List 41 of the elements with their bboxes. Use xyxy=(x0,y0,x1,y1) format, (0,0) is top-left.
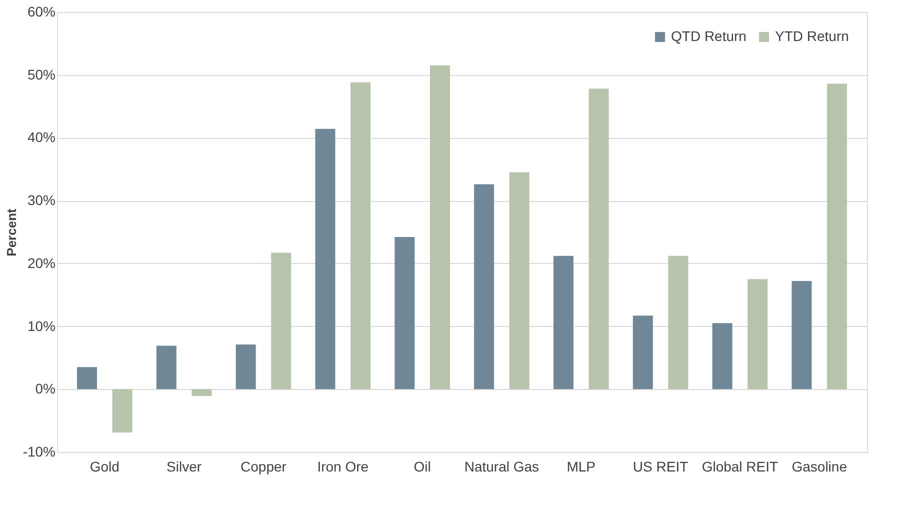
legend-label: YTD Return xyxy=(775,28,849,44)
bar xyxy=(315,128,336,390)
x-tick-label: Oil xyxy=(414,458,431,474)
bar xyxy=(827,84,847,390)
x-tick-label: Silver xyxy=(166,458,202,474)
x-tick-label: Copper xyxy=(240,458,287,474)
y-tick-label: 50% xyxy=(27,66,56,82)
x-tick-label: Natural Gas xyxy=(464,458,540,474)
bar xyxy=(112,389,132,433)
bar xyxy=(553,256,574,390)
y-tick-label: -10% xyxy=(22,444,56,460)
bar xyxy=(792,281,812,390)
y-axis-title: Percent xyxy=(4,208,19,256)
x-tick-label: Global REIT xyxy=(702,458,779,474)
x-tick-label: MLP xyxy=(566,458,596,474)
bar xyxy=(192,389,212,396)
bar xyxy=(668,256,688,390)
bar xyxy=(77,367,97,390)
x-tick-label: Iron Ore xyxy=(317,458,369,474)
y-tick-label: 0% xyxy=(35,380,56,397)
bar xyxy=(350,82,371,390)
y-tick-label: 30% xyxy=(27,192,56,208)
y-tick-label: 10% xyxy=(27,318,56,334)
bar xyxy=(474,184,494,390)
x-tick-label: US REIT xyxy=(632,458,689,474)
x-tick-label: Gasoline xyxy=(792,458,848,474)
y-tick-label: 40% xyxy=(27,129,56,146)
bar xyxy=(509,172,530,390)
bar xyxy=(394,237,415,390)
y-tick-label: 20% xyxy=(27,254,56,271)
bar xyxy=(271,252,292,390)
bar xyxy=(712,323,732,390)
x-tick-label: Gold xyxy=(90,458,120,474)
bar xyxy=(588,88,609,390)
bar xyxy=(236,344,256,390)
bar xyxy=(748,279,768,390)
bar xyxy=(430,65,450,390)
y-tick-label: 60% xyxy=(27,4,56,20)
bar xyxy=(632,316,653,390)
legend-label: QTD Return xyxy=(671,28,746,44)
bar xyxy=(156,346,176,390)
